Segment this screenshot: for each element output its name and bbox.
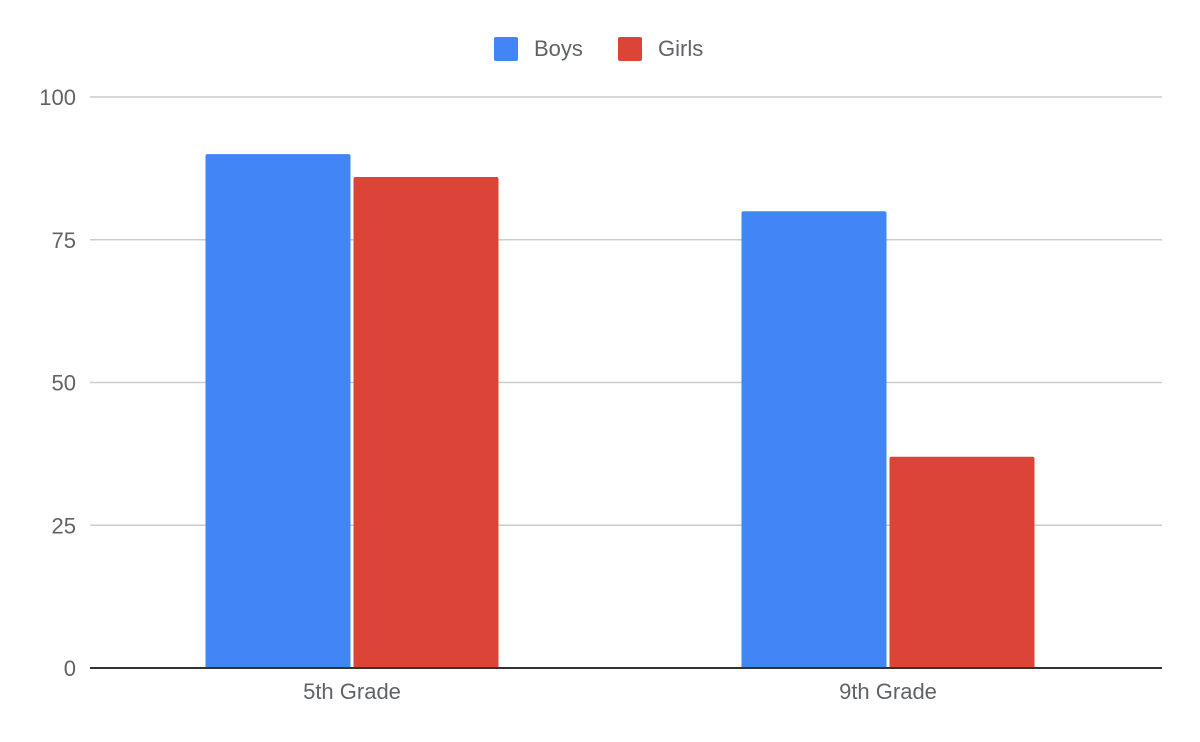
x-axis: 5th Grade 9th Grade: [90, 667, 1162, 704]
legend-label-boys: Boys: [534, 36, 583, 61]
legend-swatch-girls: [618, 37, 642, 61]
bar-boys-5th-grade: [205, 154, 351, 669]
y-tick-label: 75: [52, 228, 76, 253]
bar-girls-9th-grade: [889, 456, 1035, 668]
y-tick-label: 50: [52, 371, 76, 396]
bar-boys-9th-grade: [741, 211, 887, 668]
y-tick-label: 0: [64, 656, 76, 681]
x-tick-label: 9th Grade: [839, 679, 937, 704]
legend-label-girls: Girls: [658, 36, 703, 61]
y-axis: 0 25 50 75 100: [39, 85, 76, 681]
y-tick-label: 100: [39, 85, 76, 110]
legend-swatch-boys: [494, 37, 518, 61]
bars: [205, 154, 1035, 669]
y-tick-label: 25: [52, 513, 76, 538]
x-tick-label: 5th Grade: [303, 679, 401, 704]
bar-girls-5th-grade: [353, 176, 499, 668]
legend: Boys Girls: [494, 36, 703, 61]
